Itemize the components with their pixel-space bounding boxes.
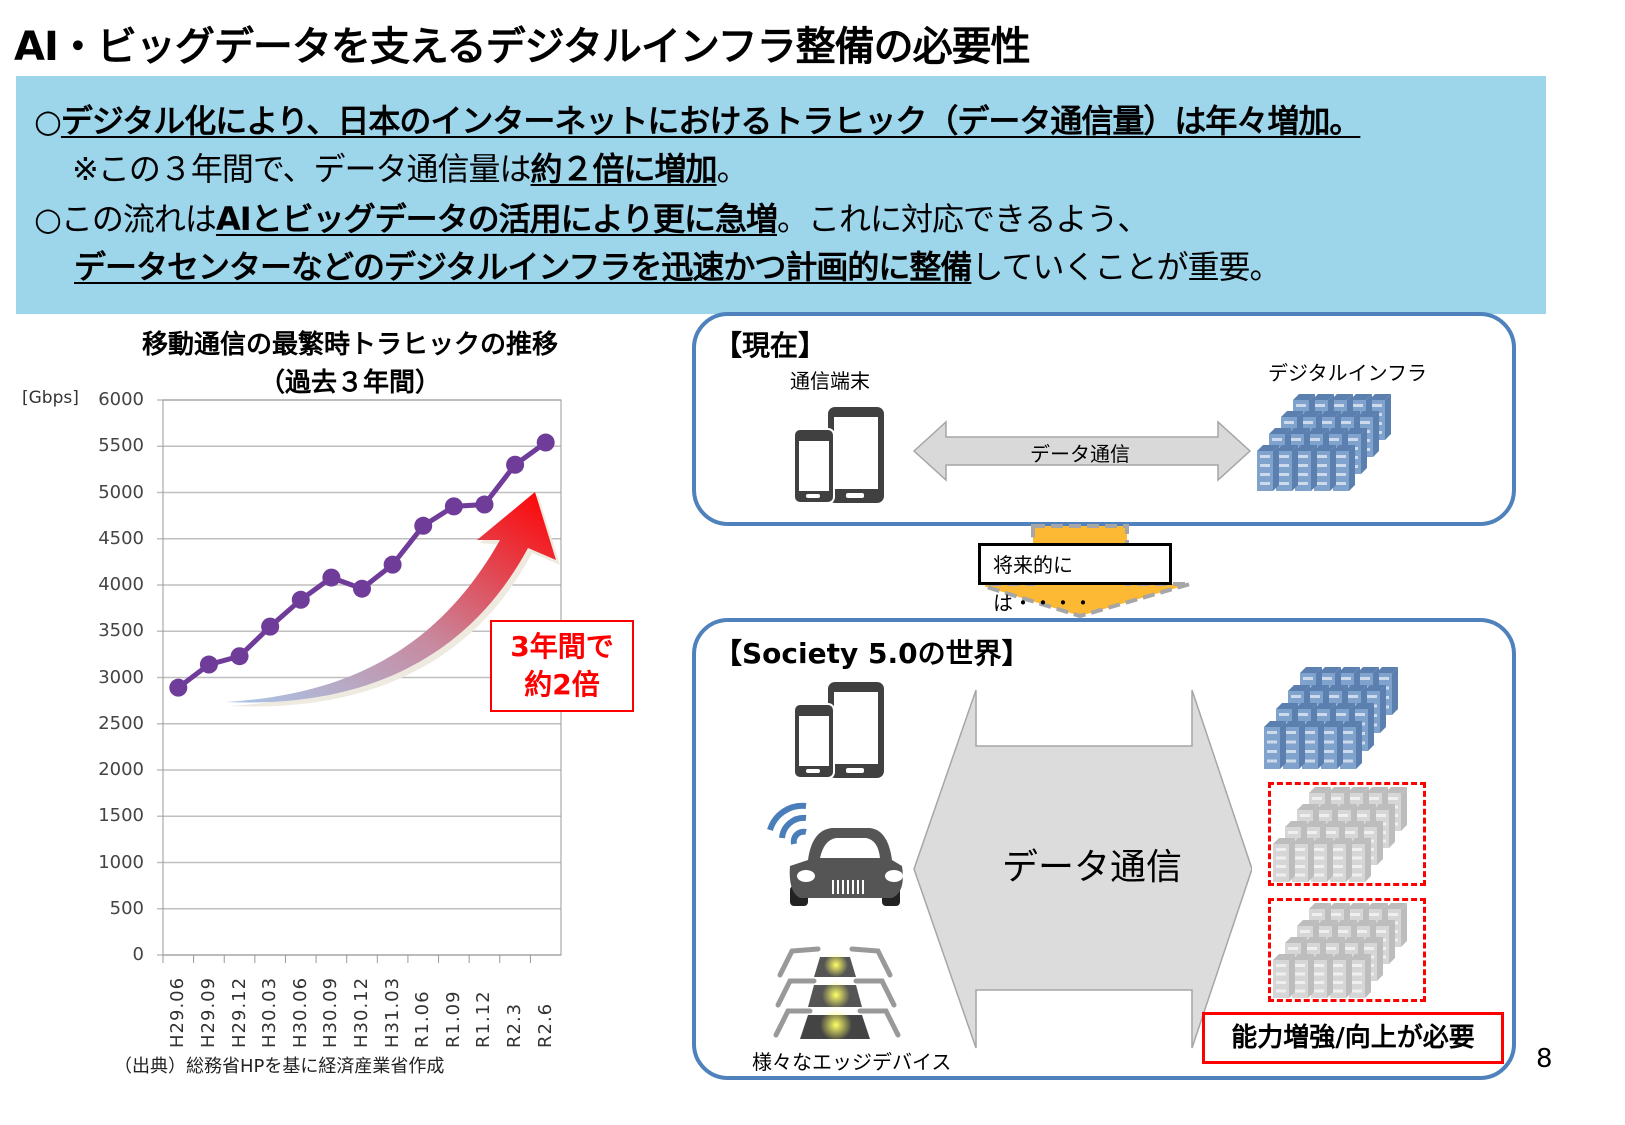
emphasis-text: 約２倍に増加	[530, 150, 718, 188]
line-chart	[157, 399, 562, 963]
data-point	[291, 590, 310, 609]
server-cluster-icon	[1264, 667, 1398, 769]
summary-line-4: データセンターなどのデジタルインフラを迅速かつ計画的に整備していくことが重要。	[74, 242, 1281, 288]
bullet: ○	[34, 102, 62, 140]
callout-line-1: 3年間で	[510, 630, 614, 663]
summary-line-3: ○この流れはAIとビッグデータの活用により更に急増。これに対応できるよう、	[34, 194, 1149, 240]
y-tick-label: 500	[109, 897, 144, 919]
callout-line-2: 約2倍	[524, 668, 600, 701]
traffic-series-points	[169, 433, 555, 697]
infra-label: デジタルインフラ	[1268, 361, 1427, 385]
page-number: 8	[1536, 1044, 1553, 1074]
y-tick-label: 2000	[98, 759, 144, 780]
y-tick-label: 3000	[98, 666, 144, 688]
doubling-callout: 3年間で 約2倍	[490, 620, 634, 712]
data-point	[506, 455, 525, 474]
y-tick-label: 1500	[98, 805, 144, 827]
transition-label: 将来的には・・・・	[978, 543, 1172, 615]
data-transfer-arrow-icon	[912, 420, 1252, 482]
y-tick-label: 2500	[98, 712, 144, 734]
plain-text: 。これに対応できるよう、	[776, 200, 1149, 238]
robot-arm-icon	[773, 946, 901, 1041]
y-tick-label: 0	[132, 944, 144, 965]
emphasis-text: AIとビッグデータの活用により更に急増	[215, 200, 778, 238]
future-panel-title: 【Society 5.0の世界】	[714, 637, 1030, 670]
y-axis-unit: [Gbps]	[22, 388, 79, 408]
slide-title: AI・ビッグデータを支えるデジタルインフラ整備の必要性	[14, 24, 1031, 70]
current-panel-title: 【現在】	[714, 329, 827, 362]
data-transfer-label: データ通信	[1002, 847, 1183, 888]
planned-server-box	[1268, 782, 1426, 886]
emphasis-text: データセンターなどのデジタルインフラを迅速かつ計画的に整備	[74, 248, 972, 286]
emphasis-text: デジタル化により、日本のインターネットにおけるトラヒック（データ通信量）は年々増…	[60, 102, 1361, 140]
plain-text: していくことが重要。	[971, 248, 1281, 286]
plain-text: ※この３年間で、データ通信量は	[72, 150, 532, 188]
data-point	[261, 617, 280, 636]
growth-arrow-icon	[226, 492, 560, 707]
edge-device-label: 様々なエッジデバイス	[752, 1050, 952, 1074]
data-point	[414, 516, 433, 535]
data-point	[383, 555, 402, 574]
data-transfer-arrow-icon	[913, 689, 1252, 1049]
y-tick-label: 4000	[98, 574, 144, 595]
plain-text: 。	[716, 150, 749, 188]
y-tick-label: 4500	[98, 527, 144, 549]
chart-title-main: 移動通信の最繁時トラヒックの推移	[141, 330, 558, 360]
chart-subtitle: （過去３年間）	[258, 368, 441, 398]
data-point	[444, 497, 463, 516]
planned-server-box	[1268, 898, 1426, 1002]
summary-banner: ○デジタル化により、日本のインターネットにおけるトラヒック（データ通信量）は年々…	[16, 76, 1546, 314]
y-tick-label: 3500	[98, 620, 144, 642]
summary-line-2: ※この３年間で、データ通信量は約２倍に増加。	[72, 144, 749, 190]
capacity-need-label: 能力増強/向上が必要	[1202, 1012, 1504, 1064]
data-point	[322, 568, 341, 587]
chart-title: 移動通信の最繁時トラヒックの推移 （過去３年間）	[100, 326, 600, 402]
data-transfer-label: データ通信	[1030, 442, 1130, 466]
summary-line-1: ○デジタル化により、日本のインターネットにおけるトラヒック（データ通信量）は年々…	[34, 96, 1361, 142]
connected-car-icon	[767, 802, 903, 906]
data-point	[353, 579, 371, 598]
server-cluster-placeholder-icon	[1273, 787, 1407, 882]
device-label: 通信端末	[790, 369, 870, 393]
data-point	[536, 433, 555, 452]
data-point	[199, 655, 218, 674]
y-tick-label: 1000	[98, 851, 144, 873]
chart-source: （出典）総務省HPを基に経済産業省作成	[114, 1056, 445, 1077]
smartphone-tablet-icon	[793, 407, 884, 504]
y-tick-label: 5500	[98, 435, 144, 457]
server-cluster-icon	[1257, 394, 1391, 491]
smartphone-tablet-icon	[793, 682, 884, 779]
y-tick-label: 5000	[98, 481, 144, 503]
data-point	[475, 495, 494, 514]
server-cluster-placeholder-icon	[1273, 903, 1407, 998]
data-point	[169, 678, 188, 697]
y-tick-label: 6000	[98, 389, 144, 410]
data-point	[230, 647, 249, 666]
plain-text: ○この流れは	[34, 200, 217, 238]
